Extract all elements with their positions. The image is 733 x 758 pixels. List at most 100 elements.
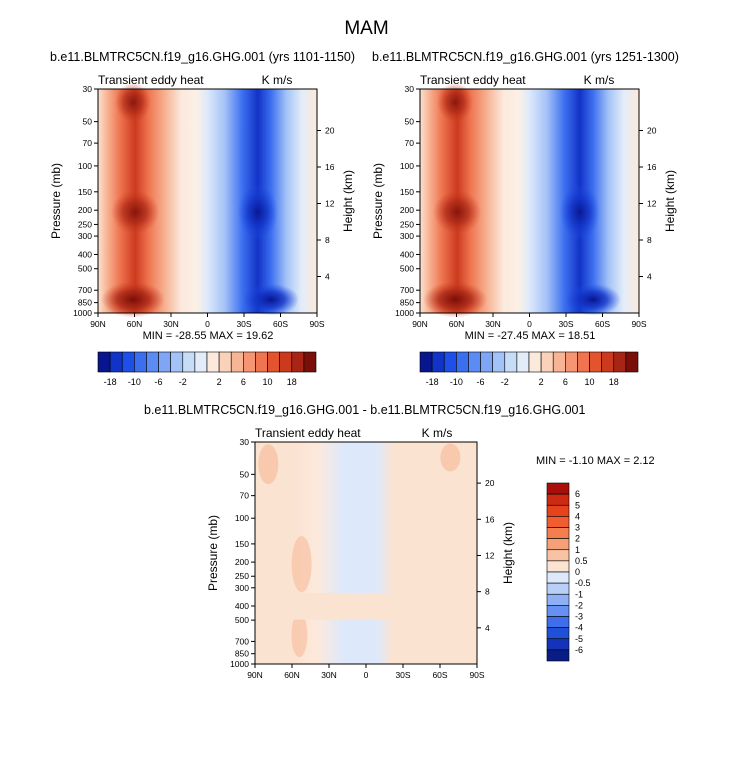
x-tick-label: 90S — [469, 670, 484, 680]
colorbar-box — [546, 482, 570, 495]
colorbar-label: 0 — [575, 567, 580, 577]
colorbar-box — [528, 351, 542, 373]
colorbar-label: -0.5 — [575, 578, 591, 588]
panel-3: Transient eddy heat K m/s3050701001502002… — [206, 426, 515, 680]
y-tick-label: 70 — [240, 491, 250, 501]
colorbar-box — [182, 351, 196, 373]
y-tick-label: 850 — [400, 298, 414, 308]
x-tick-label: 60S — [432, 670, 447, 680]
x-tick-label: 60N — [449, 319, 465, 329]
colorbar-label: -18 — [426, 377, 439, 387]
colorbar-box — [97, 351, 111, 373]
warm-band — [286, 592, 477, 620]
x-tick-label: 0 — [527, 319, 532, 329]
colorbar-box — [546, 649, 570, 662]
colorbar-label: 2 — [217, 377, 222, 387]
warm-core — [101, 281, 166, 318]
colorbar-box — [194, 351, 208, 373]
y-tick-label: 500 — [400, 264, 414, 274]
warm-patch — [258, 444, 279, 485]
colorbar-box — [546, 582, 570, 595]
colorbar-box — [121, 351, 135, 373]
colorbar-label: 18 — [287, 377, 297, 387]
colorbar-box — [546, 549, 570, 562]
colorbar-label: 3 — [575, 523, 580, 533]
y-tick-label: 100 — [400, 161, 414, 171]
colorbar-label: -1 — [575, 589, 583, 599]
colorbar-box — [565, 351, 578, 373]
y-right-tick-label: 12 — [647, 198, 657, 208]
x-tick-label: 0 — [364, 670, 369, 680]
y-right-tick-label: 16 — [325, 162, 335, 172]
colorbar-label: 18 — [609, 377, 619, 387]
warm-patch — [440, 443, 461, 472]
panel-2-title: b.e11.BLMTRC5CN.f19_g16.GHG.001 (yrs 125… — [372, 50, 679, 64]
colorbar-box — [218, 351, 232, 373]
y-tick-label: 250 — [78, 219, 92, 229]
cold-core — [243, 283, 300, 316]
y-tick-label: 200 — [78, 205, 92, 215]
warm-core — [111, 190, 160, 235]
y-tick-label: 100 — [78, 161, 92, 171]
warm-core — [433, 190, 482, 235]
x-tick-label: 90S — [309, 319, 324, 329]
y-tick-label: 30 — [83, 84, 93, 94]
x-tick-label: 60S — [595, 319, 610, 329]
colorbar-box — [255, 351, 268, 373]
y-tick-label: 700 — [400, 285, 414, 295]
y-tick-label: 100 — [235, 513, 249, 523]
y-tick-label: 400 — [235, 601, 249, 611]
colorbar-box — [170, 351, 184, 373]
y-tick-label: 850 — [235, 649, 249, 659]
colorbar-box — [552, 351, 566, 373]
warm-core — [423, 281, 488, 318]
y-tick-label: 850 — [78, 298, 92, 308]
colorbar-box — [230, 351, 244, 373]
colorbar-label: 0.5 — [575, 556, 588, 566]
warm-core — [437, 82, 474, 123]
colorbar-box — [109, 351, 123, 373]
y-right-tick-label: 20 — [485, 478, 495, 488]
y-right-axis-label: Height (km) — [663, 170, 677, 232]
y-right-tick-label: 20 — [647, 125, 657, 135]
y-tick-label: 250 — [400, 219, 414, 229]
colorbar-label: 4 — [575, 511, 580, 521]
panel-2: Transient eddy heat K m/s3050701001502002… — [371, 73, 677, 329]
x-tick-label: 30N — [485, 319, 501, 329]
y-right-tick-label: 8 — [325, 235, 330, 245]
y-tick-label: 200 — [235, 557, 249, 567]
panel-1: Transient eddy heat K m/s3050701001502002… — [49, 73, 355, 329]
x-tick-label: 0 — [205, 319, 210, 329]
colorbar-box — [625, 351, 639, 373]
colorbar-box — [546, 627, 570, 640]
y-right-axis-label: Height (km) — [341, 170, 355, 232]
panel-2-stats: MIN = -27.45 MAX = 18.51 — [464, 330, 596, 342]
y-right-tick-label: 20 — [325, 125, 335, 135]
y-tick-label: 150 — [235, 539, 249, 549]
colorbar-label: -5 — [575, 634, 583, 644]
page-title: MAM — [344, 18, 389, 39]
x-tick-label: 90N — [412, 319, 428, 329]
x-tick-label: 30N — [321, 670, 337, 680]
x-tick-label: 30S — [236, 319, 251, 329]
right-string: K m/s — [584, 73, 615, 87]
colorbar-label: -3 — [575, 612, 583, 622]
y-tick-label: 1000 — [395, 308, 414, 318]
colorbar-box — [480, 351, 493, 373]
colorbar-panel-2: -18 -10 -6 -2 2 6 10 18 — [419, 351, 639, 387]
colorbar-label: -4 — [575, 623, 583, 633]
right-string: K m/s — [262, 73, 293, 87]
colorbar-box — [601, 351, 615, 373]
colorbar-label: -18 — [104, 377, 117, 387]
colorbar-box — [546, 560, 570, 573]
y-tick-label: 150 — [78, 187, 92, 197]
colorbar-box — [303, 351, 317, 373]
y-axis-label: Pressure (mb) — [371, 163, 385, 239]
colorbar-label: 2 — [575, 534, 580, 544]
y-right-tick-label: 4 — [647, 271, 652, 281]
colorbar-box — [419, 351, 433, 373]
colorbar-box — [291, 351, 305, 373]
panel-1-stats: MIN = -28.55 MAX = 19.62 — [142, 330, 274, 342]
y-tick-label: 250 — [235, 571, 249, 581]
